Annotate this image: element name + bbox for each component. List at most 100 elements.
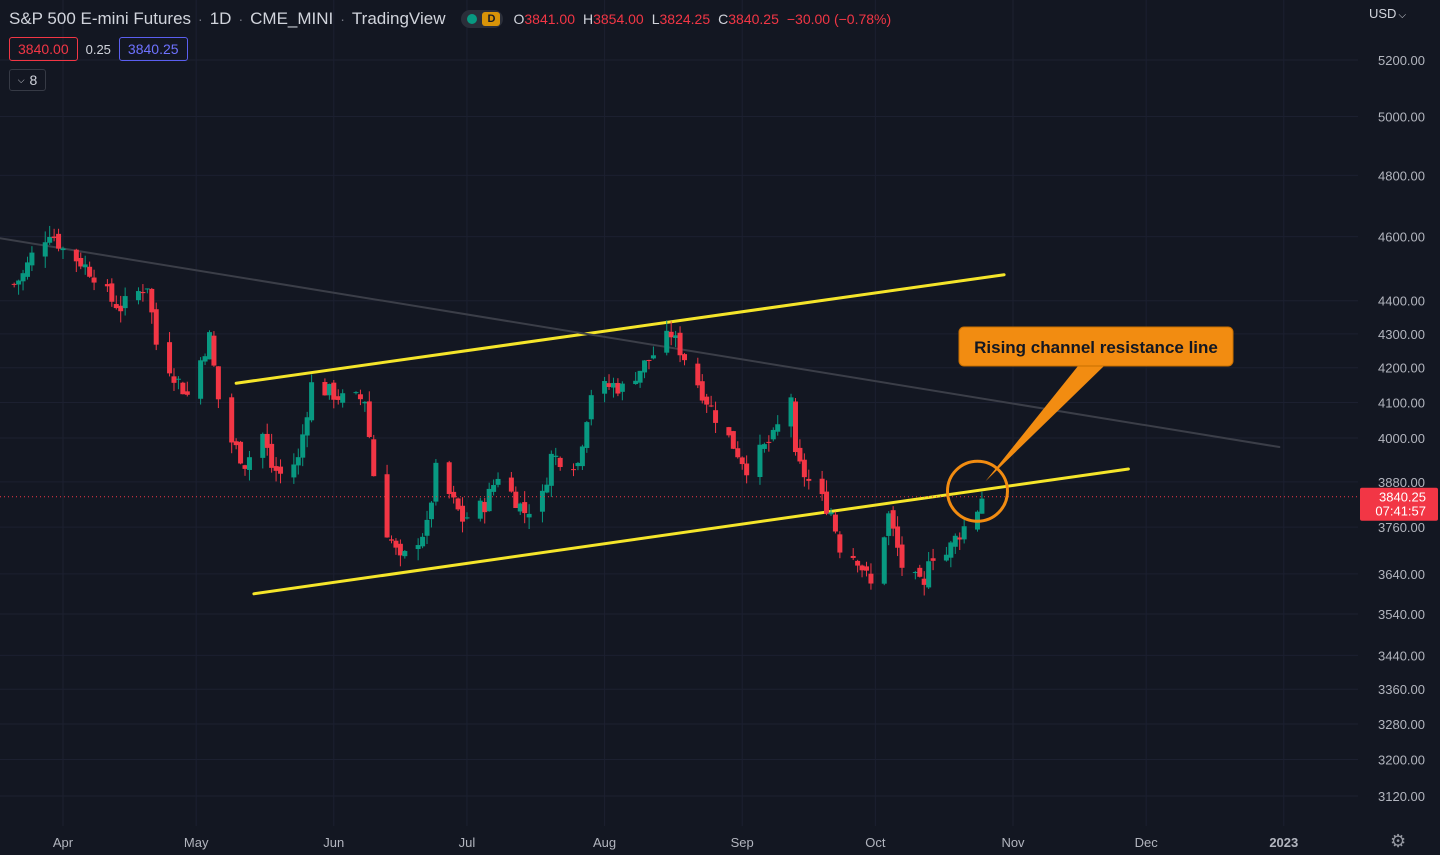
candle-body bbox=[87, 266, 93, 277]
candle-body bbox=[575, 462, 581, 467]
price-axis-tick-label: 3440.00 bbox=[1378, 648, 1425, 663]
candle-body bbox=[526, 513, 532, 518]
candle-body bbox=[726, 427, 732, 436]
symbol-legend: S&P 500 E-mini Futures · 1D · CME_MINI ·… bbox=[9, 8, 891, 30]
callout-pointer bbox=[985, 366, 1104, 482]
interval-label[interactable]: 1D bbox=[209, 9, 232, 28]
candle-body bbox=[482, 501, 488, 513]
price-axis-tick-label: 3760.00 bbox=[1378, 520, 1425, 535]
candle-body bbox=[47, 236, 53, 243]
price-axis-tick-label: 4600.00 bbox=[1378, 230, 1425, 245]
candle-body bbox=[864, 566, 870, 571]
candle-body bbox=[366, 401, 372, 437]
candle-body bbox=[278, 466, 284, 474]
candle-body bbox=[242, 465, 248, 469]
candle-body bbox=[215, 366, 221, 400]
candle-body bbox=[211, 335, 217, 366]
legend-separator: · bbox=[198, 11, 203, 27]
time-axis-tick-label: 2023 bbox=[1269, 835, 1298, 850]
low-value: 3824.25 bbox=[659, 11, 711, 27]
callout-box bbox=[958, 326, 1234, 367]
candle-body bbox=[140, 291, 146, 294]
candle-body bbox=[295, 457, 301, 466]
market-status-badge[interactable]: D bbox=[461, 10, 504, 28]
currency-selector[interactable]: USD ⌵ bbox=[1369, 6, 1406, 21]
candle-body bbox=[739, 457, 745, 465]
indicators-toggle-button[interactable]: ⌵ 8 bbox=[9, 69, 46, 91]
candle-body bbox=[371, 439, 377, 477]
time-axis-tick-label: Dec bbox=[1135, 835, 1159, 850]
callout-label: Rising channel resistance line bbox=[974, 338, 1218, 357]
candle-body bbox=[477, 500, 483, 519]
candle-body bbox=[668, 331, 674, 338]
time-axis-tick-label: Nov bbox=[1001, 835, 1025, 850]
chart-grid bbox=[0, 0, 1358, 826]
candle-body bbox=[51, 236, 57, 239]
candle-body bbox=[149, 288, 155, 313]
currency-label: USD bbox=[1369, 6, 1397, 21]
candle-body bbox=[171, 376, 177, 383]
time-axis-tick-label: May bbox=[184, 835, 209, 850]
trendline bbox=[0, 237, 1281, 449]
channel-line-upper bbox=[234, 273, 1006, 385]
candle-body bbox=[167, 342, 173, 374]
candle-body bbox=[610, 382, 616, 388]
candle-body bbox=[384, 474, 390, 538]
candle-body bbox=[801, 459, 807, 478]
candle-body bbox=[855, 560, 861, 566]
candle-body bbox=[495, 478, 501, 485]
legend-separator: · bbox=[238, 11, 244, 27]
candle-body bbox=[104, 284, 110, 287]
time-axis-tick-label: Aug bbox=[593, 835, 616, 850]
candle-body bbox=[91, 277, 97, 283]
price-axis-tick-label: 3280.00 bbox=[1378, 717, 1425, 732]
candle-body bbox=[153, 309, 159, 345]
candle-body bbox=[961, 526, 967, 540]
candle-body bbox=[677, 332, 683, 356]
candle-body bbox=[402, 550, 408, 557]
candle-body bbox=[699, 381, 705, 401]
channel-line-lower bbox=[252, 467, 1130, 596]
candle-body bbox=[184, 391, 190, 395]
ohlc-values: O3841.00 H3854.00 L3824.25 C3840.25 −30.… bbox=[513, 11, 891, 27]
buy-button[interactable]: 3840.25 bbox=[118, 37, 188, 61]
candle-body bbox=[446, 462, 452, 494]
price-axis: 5200.00 5000.00 4800.00 4600.00 4400.00 4300.… bbox=[1378, 53, 1425, 804]
time-axis: Apr May Jun Jul Aug Sep Oct Nov Dec 2023 bbox=[53, 835, 1298, 850]
candle-body bbox=[633, 380, 639, 385]
candle-body bbox=[118, 305, 124, 312]
candle-body bbox=[806, 478, 812, 481]
candle-body bbox=[16, 280, 22, 285]
candle-body bbox=[713, 410, 719, 423]
price-axis-tick-label: 4300.00 bbox=[1378, 327, 1425, 342]
candle-body bbox=[144, 288, 150, 290]
candle-body bbox=[553, 455, 559, 457]
spread-value: 0.25 bbox=[85, 41, 111, 57]
gear-icon[interactable]: ⚙ bbox=[1390, 831, 1407, 851]
candle-body bbox=[335, 396, 341, 400]
candle-body bbox=[198, 360, 204, 399]
candle-body bbox=[792, 401, 798, 453]
candle-body bbox=[588, 395, 594, 420]
candle-body bbox=[837, 534, 843, 553]
candle-body bbox=[637, 370, 643, 383]
candle-body bbox=[890, 510, 896, 529]
candle-body bbox=[881, 537, 887, 584]
candle-body bbox=[73, 249, 79, 262]
symbol-title[interactable]: S&P 500 E-mini Futures bbox=[9, 9, 192, 28]
candle-body bbox=[433, 462, 439, 502]
candle-body bbox=[544, 484, 550, 493]
sell-button[interactable]: 3840.00 bbox=[9, 37, 78, 61]
candle-body bbox=[832, 514, 838, 532]
price-axis-tick-label: 3360.00 bbox=[1378, 682, 1425, 697]
candle-body bbox=[579, 446, 585, 467]
time-axis-tick-label: Sep bbox=[731, 835, 754, 850]
candle-body bbox=[797, 447, 803, 462]
candle-body bbox=[859, 565, 865, 571]
time-axis-tick-label: Jul bbox=[459, 835, 476, 850]
highlight-circle bbox=[945, 459, 1009, 523]
candle-body bbox=[917, 567, 923, 577]
candle-body bbox=[464, 517, 470, 519]
